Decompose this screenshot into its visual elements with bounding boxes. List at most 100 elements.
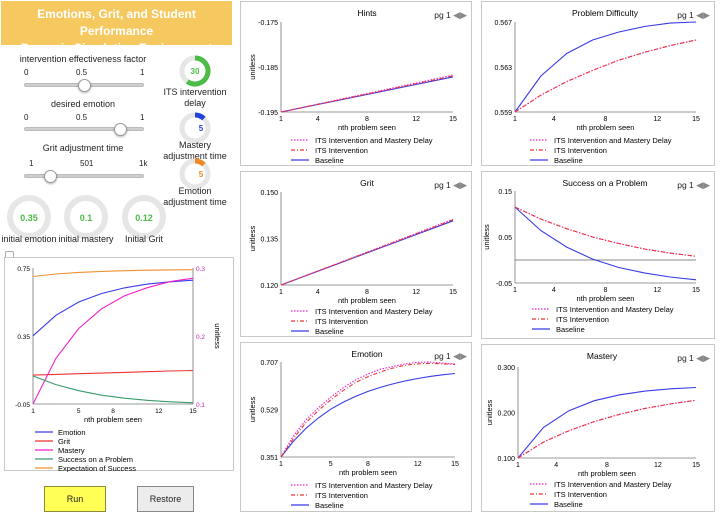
difficulty-pager[interactable]: pg 1 ◀▶ bbox=[677, 10, 710, 21]
mastery-pager-next-icon[interactable]: ▶ bbox=[703, 353, 710, 363]
gauge-initial-grit-label: Initial Grit bbox=[124, 234, 163, 244]
slider-effectiveness-label: intervention effectiveness factor bbox=[19, 54, 147, 64]
slider-effectiveness-max: 1 bbox=[140, 68, 145, 77]
chart-title: Emotion bbox=[351, 349, 382, 359]
gauge-initial-mastery[interactable]: 0.1 bbox=[63, 194, 109, 240]
x-tick-label: 12 bbox=[653, 287, 661, 294]
legend-label-3: Success on a Problem bbox=[58, 455, 133, 464]
x-tick-label: 1 bbox=[279, 461, 283, 468]
gauge-emotion-time-label: Emotion adjustment time bbox=[163, 186, 227, 207]
gauge-initial-grit[interactable]: 0.12 bbox=[121, 194, 167, 240]
difficulty-pager-label: pg 1 bbox=[677, 10, 694, 20]
x-tick-label: 4 bbox=[552, 116, 556, 123]
y-right-tick-label: 0.1 bbox=[196, 402, 205, 409]
slider-emotion-track[interactable] bbox=[24, 127, 144, 131]
emotion-pager-prev-icon[interactable]: ◀ bbox=[453, 351, 461, 361]
series-line-1 bbox=[280, 219, 454, 286]
gauge-its-delay-value: 30 bbox=[191, 67, 200, 76]
hints-pager[interactable]: pg 1 ◀▶ bbox=[434, 10, 467, 21]
hints-pager-next-icon[interactable]: ▶ bbox=[460, 10, 467, 20]
emotion-pager-next-icon[interactable]: ▶ bbox=[460, 351, 467, 361]
success-graph: Success on a Problem 0.15 0.05 -0.051 4 8 12 15… bbox=[482, 178, 700, 334]
y-tick-label: 0.150 bbox=[260, 190, 278, 197]
success-pager-label: pg 1 bbox=[677, 180, 694, 190]
gauge-its-delay[interactable]: 30 bbox=[178, 54, 212, 88]
x-tick-label: 5 bbox=[329, 461, 333, 468]
y-right-tick-label: 0.3 bbox=[196, 266, 205, 273]
chart-title: Success on a Problem bbox=[562, 178, 647, 188]
slider-emotion-handle[interactable] bbox=[114, 123, 127, 136]
graph-tab-handle[interactable] bbox=[5, 251, 14, 258]
series-line-1 bbox=[514, 39, 697, 113]
gauge-initial-emotion[interactable]: 0.35 bbox=[6, 194, 52, 240]
slider-grit-handle[interactable] bbox=[44, 170, 58, 183]
y-tick-label: 0.200 bbox=[497, 411, 515, 418]
mastery-pager-prev-icon[interactable]: ◀ bbox=[696, 353, 704, 363]
y-tick-label: 0.529 bbox=[260, 408, 278, 415]
series-line-1 bbox=[517, 399, 697, 459]
chart-title: Hints bbox=[357, 8, 376, 18]
series-line-2 bbox=[514, 206, 697, 281]
restore-button[interactable]: Restore bbox=[137, 486, 194, 512]
legend-label-0: ITS Intervention and Mastery Delay bbox=[315, 136, 433, 145]
gauge-mastery-time-arc bbox=[194, 112, 206, 121]
gauge-mastery-time[interactable]: 5 bbox=[178, 111, 212, 145]
difficulty-pager-prev-icon[interactable]: ◀ bbox=[696, 10, 704, 20]
x-tick-label: 8 bbox=[111, 408, 115, 415]
y-left-tick-label: -0.05 bbox=[15, 402, 30, 409]
legend-label-2: Baseline bbox=[315, 501, 344, 510]
x-tick-label: 15 bbox=[449, 116, 457, 123]
grit-pager-prev-icon[interactable]: ◀ bbox=[453, 180, 461, 190]
gauge-emotion-time[interactable]: 5 bbox=[178, 157, 212, 191]
success-pager-prev-icon[interactable]: ◀ bbox=[696, 180, 704, 190]
x-tick-label: 1 bbox=[279, 116, 283, 123]
gauge-initial-grit-value: 0.12 bbox=[135, 213, 153, 223]
slider-grit-label: Grit adjustment time bbox=[42, 143, 124, 153]
run-button[interactable]: Run bbox=[44, 486, 106, 512]
legend-label-1: ITS Intervention bbox=[315, 317, 368, 326]
slider-emotion-mid: 0.5 bbox=[76, 113, 88, 122]
legend-label-1: Grit bbox=[58, 437, 71, 446]
mastery-pager-label: pg 1 bbox=[677, 353, 694, 363]
series-line-2 bbox=[517, 386, 697, 459]
x-tick-label: 15 bbox=[692, 116, 700, 123]
grit-pager-next-icon[interactable]: ▶ bbox=[460, 180, 467, 190]
y-left-tick-label: 0.35 bbox=[17, 334, 30, 341]
difficulty-pager-next-icon[interactable]: ▶ bbox=[703, 10, 710, 20]
y-tick-label: -0.185 bbox=[258, 65, 278, 72]
x-tick-label: 8 bbox=[605, 462, 609, 469]
emotion-graph-panel: Emotion 0.707 0.529 0.351 1 5 8 12 15 nth problem… bbox=[240, 342, 472, 512]
mastery-pager[interactable]: pg 1 ◀▶ bbox=[677, 353, 710, 364]
slider-grit-min: 1 bbox=[29, 159, 34, 168]
x-axis-label: nth problem seen bbox=[339, 468, 397, 477]
y-tick-label: 0.05 bbox=[498, 235, 512, 242]
emotion-pager-label: pg 1 bbox=[434, 351, 451, 361]
x-tick-label: 8 bbox=[365, 289, 369, 296]
x-axis-label: nth problem seen bbox=[577, 294, 635, 303]
x-tick-label: 15 bbox=[692, 462, 700, 469]
slider-grit-track[interactable] bbox=[24, 174, 144, 178]
x-axis-label: nth problem seen bbox=[338, 123, 396, 132]
legend-label-1: ITS Intervention bbox=[554, 490, 607, 499]
success-pager[interactable]: pg 1 ◀▶ bbox=[677, 180, 710, 191]
emotion-pager[interactable]: pg 1 ◀▶ bbox=[434, 351, 467, 362]
y-right-tick-label: 0.2 bbox=[196, 334, 205, 341]
x-axis-label: nth problem seen bbox=[84, 415, 142, 424]
y-axis-label: unitless bbox=[248, 397, 257, 423]
series-line-1 bbox=[32, 369, 194, 376]
y-axis-label: unitless bbox=[248, 226, 257, 252]
legend-label-2: Baseline bbox=[556, 325, 585, 334]
x-tick-label: 8 bbox=[604, 287, 608, 294]
hints-pager-prev-icon[interactable]: ◀ bbox=[453, 10, 461, 20]
success-pager-next-icon[interactable]: ▶ bbox=[703, 180, 710, 190]
grit-pager[interactable]: pg 1 ◀▶ bbox=[434, 180, 467, 191]
gauge-initial-mastery-value: 0.1 bbox=[80, 213, 93, 223]
slider-effectiveness-handle[interactable] bbox=[78, 79, 91, 92]
slider-emotion-min: 0 bbox=[24, 113, 29, 122]
gauge-mastery-time-value: 5 bbox=[199, 124, 204, 133]
app-title: Emotions, Grit, and Student Performance … bbox=[1, 1, 232, 55]
y-tick-label: -0.05 bbox=[496, 281, 512, 288]
slider-emotion-max: 1 bbox=[140, 113, 145, 122]
